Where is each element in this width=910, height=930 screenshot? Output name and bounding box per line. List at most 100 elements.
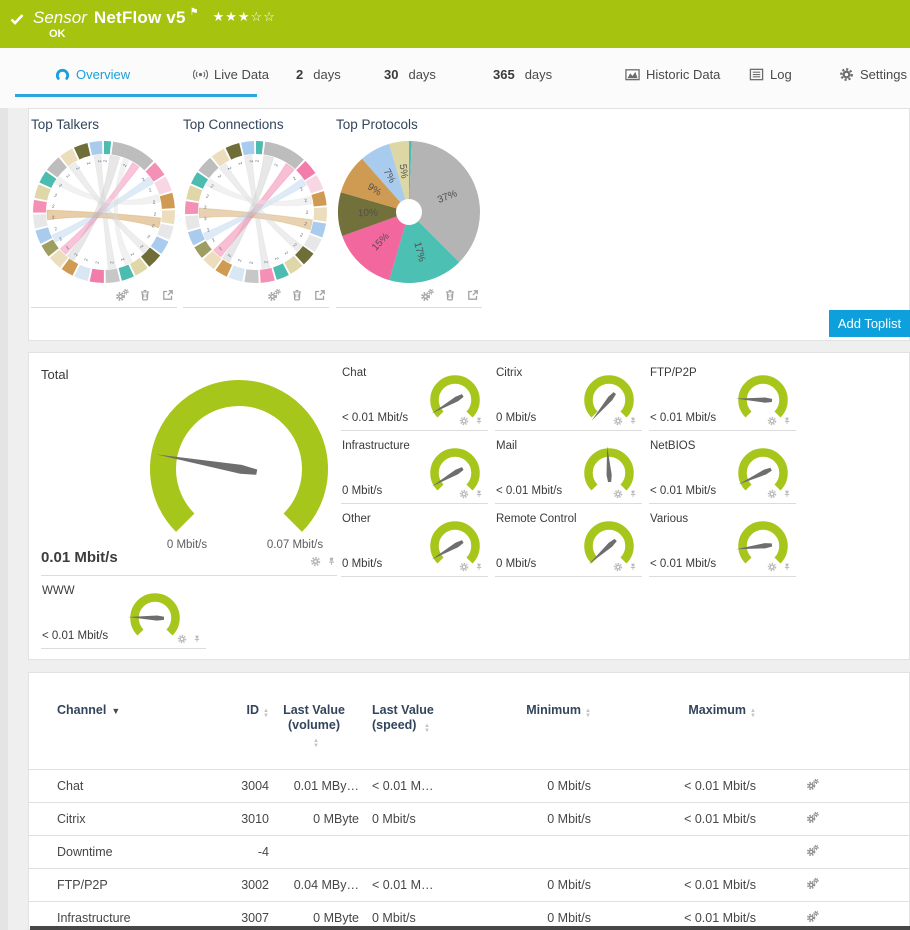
toplist-title[interactable]: Top Protocols (336, 117, 418, 132)
gauge-chart[interactable] (425, 515, 485, 573)
gauge-chart[interactable] (425, 442, 485, 500)
gauge-chart[interactable] (425, 369, 485, 427)
column-header-last-value-volume[interactable]: Last Value (volume) ▲ ▼ (283, 703, 345, 749)
svg-text:17%: 17% (411, 241, 427, 263)
pin-icon[interactable] (192, 634, 203, 645)
channel-name: Various (650, 513, 689, 525)
gear-icon[interactable] (459, 489, 470, 500)
svg-text:2: 2 (83, 257, 89, 261)
flag-icon[interactable]: ⚑ (189, 7, 199, 18)
gauge-icon (55, 67, 70, 82)
table-row-ftp-p2p[interactable]: FTP/P2P 3002 0.04 MBy… < 0.01 M… 0 Mbit/… (29, 869, 909, 902)
gear-icon[interactable] (613, 489, 624, 500)
tab-live-data[interactable]: Live Data (193, 61, 269, 87)
pie-chart[interactable]: 37% 17% 15% 10% 9% 7% 5% (336, 139, 482, 285)
svg-text:2: 2 (292, 242, 298, 248)
sensor-kind-label: Sensor (33, 8, 87, 27)
table-row-downtime[interactable]: Downtime -4 (29, 836, 909, 869)
column-header-minimum[interactable]: Minimum ▲ ▼ (526, 703, 591, 719)
settings-icon[interactable] (806, 844, 819, 857)
tab-2-days[interactable]: 2 days (296, 61, 341, 87)
pin-icon[interactable] (628, 416, 639, 427)
gauge-chart[interactable] (579, 442, 639, 500)
settings-icon[interactable] (806, 778, 819, 791)
rating-stars[interactable]: ★★★☆☆ (212, 9, 276, 24)
toplist-title[interactable]: Top Talkers (31, 117, 100, 132)
gauge-chart[interactable] (125, 587, 185, 645)
svg-text:2: 2 (54, 193, 58, 199)
svg-text:2: 2 (54, 226, 59, 232)
pin-icon[interactable] (474, 489, 485, 500)
table-row-chat[interactable]: Chat 3004 0.01 MBy… < 0.01 M… 0 Mbit/s <… (29, 770, 909, 803)
gauge-chart[interactable] (733, 515, 793, 573)
cell-minimum: 0 Mbit/s (547, 779, 591, 793)
cell-minimum: 0 Mbit/s (547, 911, 591, 925)
svg-text:10%: 10% (358, 208, 378, 220)
svg-text:2: 2 (204, 216, 208, 221)
toplist-actions (115, 288, 175, 302)
open-icon[interactable] (161, 288, 175, 302)
open-icon[interactable] (313, 288, 327, 302)
gear-icon[interactable] (459, 416, 470, 427)
pin-icon[interactable] (782, 416, 793, 427)
tab-30-days[interactable]: 30 days (384, 61, 436, 87)
tab-label: Settings (860, 66, 907, 82)
pin-icon[interactable] (326, 556, 337, 567)
channel-value: < 0.01 Mbit/s (342, 412, 409, 424)
gauge-chart[interactable] (733, 442, 793, 500)
column-header-maximum[interactable]: Maximum ▲ ▼ (688, 703, 756, 719)
svg-text:2: 2 (86, 161, 92, 165)
tab-settings[interactable]: Settings (839, 61, 907, 87)
gear-icon[interactable] (459, 562, 470, 573)
table-row-infrastructure[interactable]: Infrastructure 3007 0 MByte 0 Mbit/s 0 M… (29, 902, 909, 929)
gear-icon[interactable] (767, 489, 778, 500)
table-row-citrix[interactable]: Citrix 3010 0 MByte 0 Mbit/s 0 Mbit/s < … (29, 803, 909, 836)
gear-icon[interactable] (310, 556, 321, 567)
pin-icon[interactable] (782, 489, 793, 500)
svg-text:2: 2 (299, 232, 304, 238)
pin-icon[interactable] (782, 562, 793, 573)
settings-icon[interactable] (115, 288, 129, 302)
trash-icon[interactable] (290, 288, 304, 302)
pin-icon[interactable] (628, 489, 639, 500)
gear-icon[interactable] (177, 634, 188, 645)
gear-icon[interactable] (613, 562, 624, 573)
gear-icon[interactable] (767, 416, 778, 427)
channel-name: Infrastructure (342, 440, 410, 452)
gear-icon[interactable] (613, 416, 624, 427)
svg-text:2: 2 (249, 261, 254, 264)
svg-text:2: 2 (218, 246, 224, 252)
tab-overview[interactable]: Overview (55, 61, 130, 87)
trash-icon[interactable] (138, 288, 152, 302)
settings-icon[interactable] (806, 910, 819, 923)
gauge-chart-total[interactable] (133, 375, 345, 553)
gauge-chart[interactable] (733, 369, 793, 427)
gear-icon[interactable] (767, 562, 778, 573)
tab-historic-data[interactable]: Historic Data (625, 61, 720, 87)
pin-icon[interactable] (474, 562, 485, 573)
pin-icon[interactable] (474, 416, 485, 427)
column-header-last-value-speed[interactable]: Last Value (speed) ▲ ▼ (372, 703, 434, 734)
column-header-id[interactable]: ID ▲ ▼ (246, 703, 269, 719)
add-toplist-button[interactable]: Add Toplist (829, 310, 910, 337)
settings-icon[interactable] (420, 288, 434, 302)
settings-icon[interactable] (806, 811, 819, 824)
settings-icon[interactable] (267, 288, 281, 302)
svg-text:2: 2 (227, 166, 233, 171)
open-icon[interactable] (466, 288, 480, 302)
gauge-chart[interactable] (579, 369, 639, 427)
cell-actions (767, 562, 793, 573)
gauge-chart[interactable] (579, 515, 639, 573)
svg-text:2: 2 (274, 256, 280, 261)
column-header-channel[interactable]: Channel ▼ (57, 703, 121, 717)
channel-name: Citrix (496, 367, 523, 379)
sort-icon: ▲ ▼ (263, 708, 269, 719)
toplist-title[interactable]: Top Connections (183, 117, 284, 132)
pin-icon[interactable] (628, 562, 639, 573)
settings-icon[interactable] (806, 877, 819, 890)
trash-icon[interactable] (443, 288, 457, 302)
tab-log[interactable]: Log (749, 61, 792, 87)
tab-365-days[interactable]: 365 days (493, 61, 552, 87)
